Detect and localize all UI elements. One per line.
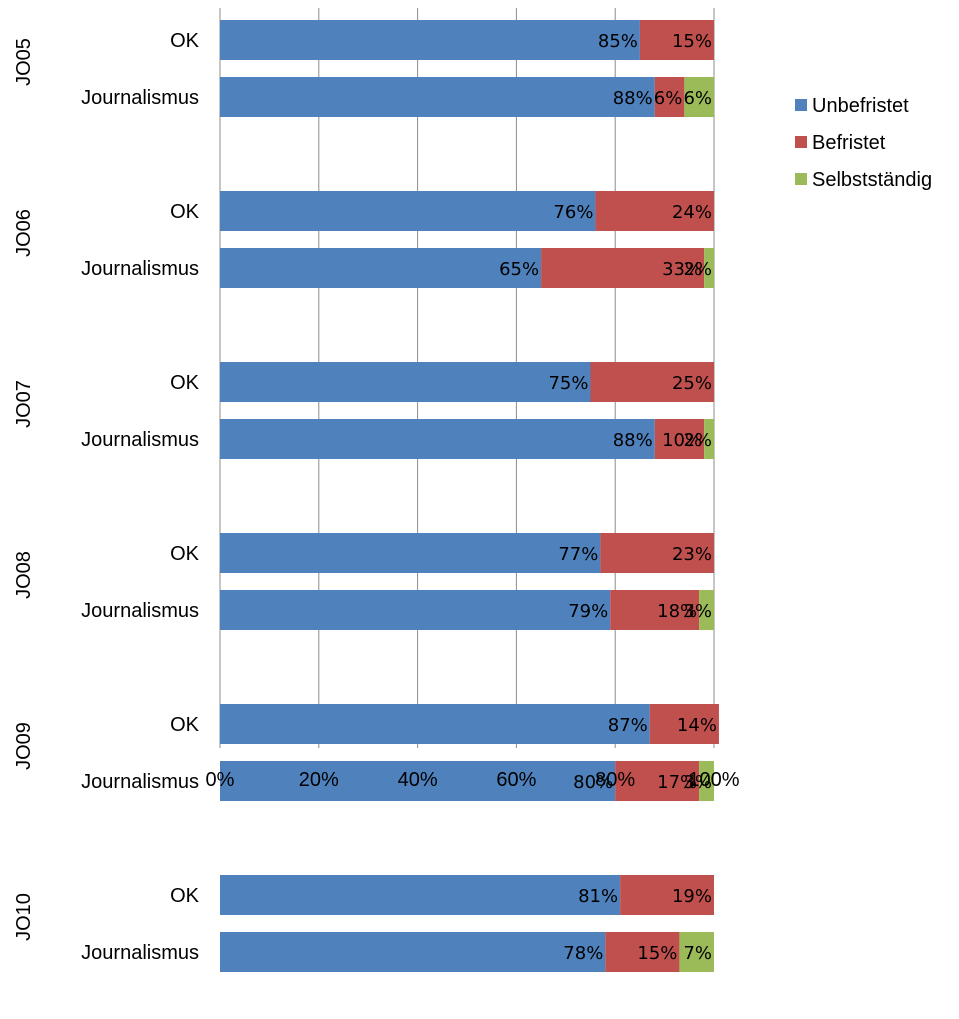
- bar-segment: [220, 362, 591, 402]
- category-label: Journalismus: [81, 771, 199, 793]
- group-label: JO05: [13, 38, 35, 86]
- bar-segment: [220, 248, 542, 288]
- legend-swatch: [795, 173, 807, 185]
- data-label: 24%: [672, 202, 712, 223]
- data-label: 14%: [677, 715, 717, 736]
- bar-segment: [220, 77, 655, 117]
- x-tick-label: 0%: [206, 769, 235, 791]
- data-label: 23%: [672, 544, 712, 565]
- bar-segment: [610, 590, 700, 630]
- category-label: Journalismus: [81, 600, 199, 622]
- data-label: 6%: [683, 88, 712, 109]
- data-label: 81%: [578, 886, 618, 907]
- data-label: 85%: [598, 31, 638, 52]
- bar-segment: [595, 191, 714, 231]
- data-label: 17%: [657, 772, 697, 793]
- bar-segment: [615, 761, 700, 801]
- bar-segment: [704, 419, 714, 459]
- category-label: OK: [170, 201, 200, 223]
- legend: Unbefristet Befristet Selbstständig: [795, 95, 932, 191]
- data-label: 6%: [654, 88, 683, 109]
- bar-segment: [649, 704, 719, 744]
- bar-segment: [220, 20, 640, 60]
- data-label: 65%: [499, 259, 539, 280]
- legend-swatch: [795, 99, 807, 111]
- data-label: 78%: [563, 943, 603, 964]
- data-label: 15%: [672, 31, 712, 52]
- x-tick-label: 40%: [398, 769, 438, 791]
- bar-segment: [541, 248, 705, 288]
- bar-segment: [639, 20, 714, 60]
- x-tick-label: 20%: [299, 769, 339, 791]
- bar-segment: [679, 932, 714, 972]
- data-label: 79%: [568, 601, 608, 622]
- legend-label: Selbstständig: [812, 169, 932, 191]
- group-label: JO10: [13, 893, 35, 941]
- data-label: 7%: [683, 943, 712, 964]
- bar-segment: [220, 191, 596, 231]
- category-label: OK: [170, 885, 200, 907]
- category-labels: OK Journalismus OK Journalismus OK Journalism…: [81, 30, 199, 964]
- data-label: 18%: [657, 601, 697, 622]
- bar-segment: [220, 590, 611, 630]
- bar-segment: [600, 533, 714, 573]
- group-label: JO08: [13, 551, 35, 599]
- category-label: OK: [170, 714, 200, 736]
- data-label: 19%: [672, 886, 712, 907]
- bar-segment: [704, 248, 714, 288]
- data-label: 2%: [683, 430, 712, 451]
- legend-swatch: [795, 136, 807, 148]
- x-tick-label: 60%: [496, 769, 536, 791]
- bar-segment: [220, 875, 621, 915]
- bar-segment: [684, 77, 714, 117]
- bar-segment: [220, 533, 601, 573]
- data-label: 33%: [662, 259, 702, 280]
- bar-segment: [699, 590, 714, 630]
- category-label: Journalismus: [81, 942, 199, 964]
- category-label: OK: [170, 543, 200, 565]
- bar-segment: [654, 419, 705, 459]
- data-labels: 85% 15%88% 6% 6%76% 24%65% 33%2%75% 25%88% 10%2…: [499, 31, 717, 964]
- bars: [220, 20, 719, 972]
- bar-segment: [220, 704, 650, 744]
- category-label: Journalismus: [81, 429, 199, 451]
- category-label: OK: [170, 372, 200, 394]
- bar-segment: [699, 761, 714, 801]
- data-label: 88%: [613, 430, 653, 451]
- bar-segment: [605, 932, 680, 972]
- bar-segment: [620, 875, 714, 915]
- data-label: 88%: [613, 88, 653, 109]
- group-label: JO07: [13, 380, 35, 428]
- x-tick-label: 100%: [688, 769, 739, 791]
- legend-label: Unbefristet: [812, 95, 909, 117]
- group-label: JO06: [13, 209, 35, 257]
- category-label: Journalismus: [81, 258, 199, 280]
- bar-segment: [220, 932, 606, 972]
- data-label: 3%: [683, 601, 712, 622]
- bar-segment: [220, 761, 616, 801]
- data-label: 2%: [683, 259, 712, 280]
- category-label: OK: [170, 30, 200, 52]
- data-label: 10%: [662, 430, 702, 451]
- data-label: 15%: [637, 943, 677, 964]
- data-label: 3%: [683, 772, 712, 793]
- group-labels: JO05 JO06 JO07 JO08 JO09 JO10: [13, 38, 35, 941]
- data-label: 77%: [558, 544, 598, 565]
- data-label: 76%: [553, 202, 593, 223]
- category-label: Journalismus: [81, 87, 199, 109]
- x-axis-ticks: 0% 20% 40% 60% 80% 100%: [206, 769, 740, 791]
- bar-segment: [590, 362, 714, 402]
- data-label: 87%: [608, 715, 648, 736]
- data-label: 75%: [548, 373, 588, 394]
- bar-segment: [654, 77, 685, 117]
- group-label: JO09: [13, 722, 35, 770]
- data-label: 25%: [672, 373, 712, 394]
- bar-segment: [220, 419, 655, 459]
- legend-label: Befristet: [812, 132, 886, 154]
- data-label: 80%: [573, 772, 613, 793]
- x-tick-label: 80%: [595, 769, 635, 791]
